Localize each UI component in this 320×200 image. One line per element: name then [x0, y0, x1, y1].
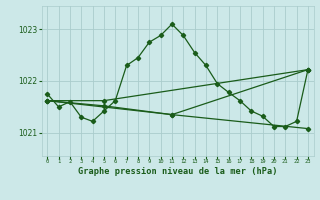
- X-axis label: Graphe pression niveau de la mer (hPa): Graphe pression niveau de la mer (hPa): [78, 167, 277, 176]
